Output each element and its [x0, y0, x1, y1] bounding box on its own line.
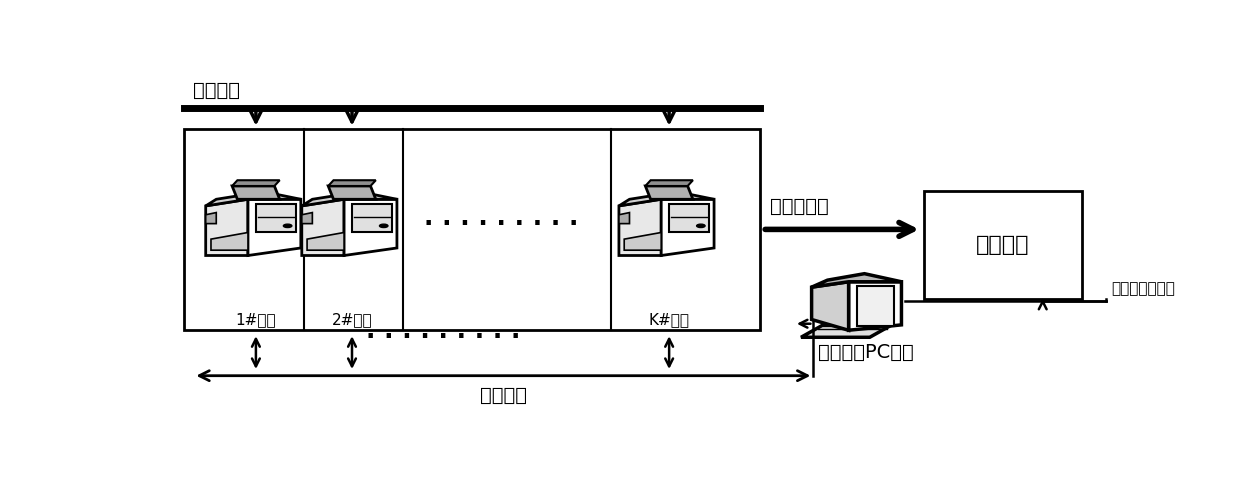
Polygon shape [848, 282, 901, 331]
Polygon shape [211, 232, 248, 250]
Text: · · · · · · · · ·: · · · · · · · · · [366, 325, 521, 349]
Polygon shape [624, 232, 661, 250]
Polygon shape [301, 212, 312, 224]
Polygon shape [329, 180, 376, 186]
Text: 通信总线: 通信总线 [480, 386, 527, 404]
Polygon shape [801, 326, 890, 338]
Polygon shape [206, 200, 248, 256]
Bar [924, 191, 1083, 298]
Polygon shape [308, 232, 343, 250]
Polygon shape [301, 200, 343, 256]
Polygon shape [232, 180, 280, 186]
Text: 输出汇流排: 输出汇流排 [770, 197, 828, 216]
Polygon shape [645, 180, 693, 186]
Bar [184, 130, 760, 330]
Text: 输入电源: 输入电源 [193, 82, 241, 100]
Polygon shape [301, 192, 397, 206]
Polygon shape [670, 204, 709, 233]
Polygon shape [232, 186, 280, 200]
Text: 上位机（PC机）: 上位机（PC机） [818, 343, 914, 362]
Polygon shape [645, 186, 693, 200]
Polygon shape [661, 200, 714, 256]
Polygon shape [812, 274, 901, 287]
Polygon shape [619, 212, 630, 224]
Polygon shape [343, 200, 397, 256]
Polygon shape [329, 186, 376, 200]
Polygon shape [206, 212, 216, 224]
Polygon shape [619, 200, 661, 256]
Polygon shape [857, 286, 894, 326]
Text: · · · · · · · · ·: · · · · · · · · · [424, 212, 578, 236]
Circle shape [379, 224, 388, 228]
Polygon shape [619, 192, 714, 206]
Circle shape [697, 224, 706, 228]
Circle shape [284, 224, 291, 228]
Polygon shape [352, 204, 392, 233]
Text: 电子负载: 电子负载 [976, 235, 1030, 255]
Text: 2#模块: 2#模块 [331, 312, 372, 328]
Polygon shape [248, 200, 301, 256]
Polygon shape [255, 204, 295, 233]
Text: 电子负载控制线: 电子负载控制线 [1111, 282, 1176, 296]
Text: K#模块: K#模块 [649, 312, 689, 328]
Polygon shape [812, 282, 848, 331]
Text: 1#模块: 1#模块 [236, 312, 277, 328]
Polygon shape [206, 192, 301, 206]
